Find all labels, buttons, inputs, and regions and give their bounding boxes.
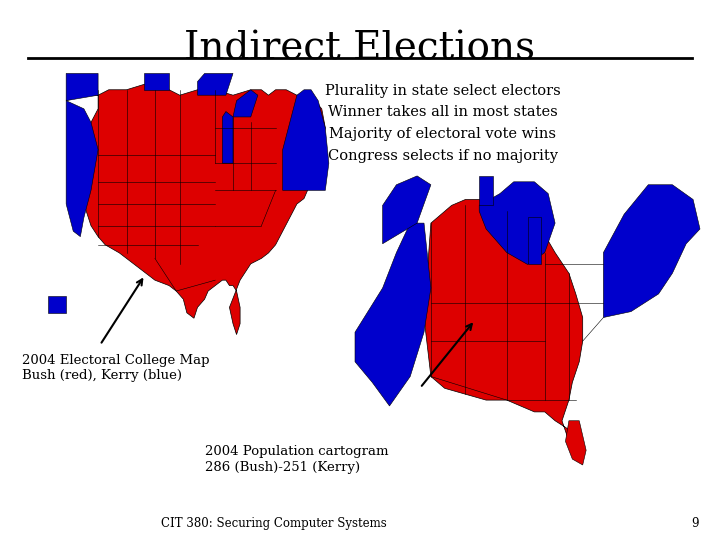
Polygon shape bbox=[197, 73, 233, 95]
Polygon shape bbox=[355, 223, 431, 406]
Polygon shape bbox=[382, 176, 431, 244]
Text: 2004 Electoral College Map
Bush (red), Kerry (blue): 2004 Electoral College Map Bush (red), K… bbox=[22, 354, 209, 382]
Polygon shape bbox=[222, 112, 233, 163]
Polygon shape bbox=[66, 73, 98, 100]
Text: 9: 9 bbox=[691, 517, 698, 530]
Polygon shape bbox=[424, 199, 582, 453]
Polygon shape bbox=[603, 185, 700, 318]
Polygon shape bbox=[528, 217, 541, 265]
Polygon shape bbox=[283, 90, 329, 191]
Polygon shape bbox=[565, 421, 586, 465]
Polygon shape bbox=[48, 296, 66, 313]
Polygon shape bbox=[233, 90, 258, 117]
Text: Indirect Elections: Indirect Elections bbox=[184, 30, 536, 67]
Text: CIT 380: Securing Computer Systems: CIT 380: Securing Computer Systems bbox=[161, 517, 387, 530]
Polygon shape bbox=[480, 176, 493, 205]
Polygon shape bbox=[144, 73, 169, 90]
Text: Plurality in state select electors
Winner takes all in most states
Majority of e: Plurality in state select electors Winne… bbox=[325, 84, 561, 163]
Polygon shape bbox=[66, 84, 325, 335]
Polygon shape bbox=[66, 100, 98, 237]
Text: 2004 Population cartogram
286 (Bush)-251 (Kerry): 2004 Population cartogram 286 (Bush)-251… bbox=[205, 446, 389, 474]
Polygon shape bbox=[480, 182, 555, 265]
